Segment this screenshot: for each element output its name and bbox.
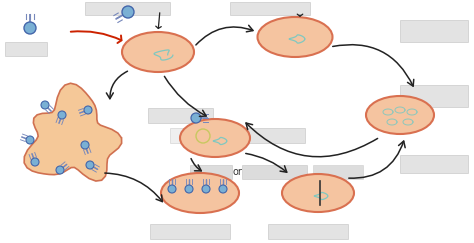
FancyBboxPatch shape [150, 224, 230, 239]
FancyBboxPatch shape [313, 165, 363, 179]
Circle shape [58, 111, 66, 119]
Circle shape [219, 185, 227, 193]
Circle shape [24, 22, 36, 34]
Circle shape [31, 158, 39, 166]
FancyBboxPatch shape [190, 165, 232, 179]
Circle shape [202, 185, 210, 193]
Ellipse shape [180, 119, 250, 157]
FancyBboxPatch shape [170, 128, 235, 143]
Circle shape [41, 101, 49, 109]
FancyBboxPatch shape [242, 165, 307, 179]
Polygon shape [24, 83, 122, 181]
FancyBboxPatch shape [400, 155, 468, 173]
Ellipse shape [161, 173, 239, 213]
Circle shape [86, 161, 94, 169]
Circle shape [185, 185, 193, 193]
Circle shape [122, 6, 134, 18]
FancyBboxPatch shape [240, 128, 305, 143]
FancyBboxPatch shape [85, 2, 170, 15]
Circle shape [84, 106, 92, 114]
Circle shape [191, 113, 201, 123]
Text: or: or [232, 167, 242, 177]
Ellipse shape [257, 17, 332, 57]
Ellipse shape [366, 96, 434, 134]
Circle shape [56, 166, 64, 174]
FancyBboxPatch shape [230, 2, 310, 15]
FancyBboxPatch shape [268, 224, 348, 239]
Ellipse shape [122, 32, 194, 72]
FancyBboxPatch shape [400, 20, 468, 42]
Circle shape [26, 136, 34, 144]
Ellipse shape [282, 174, 354, 212]
Circle shape [168, 185, 176, 193]
FancyBboxPatch shape [148, 108, 213, 123]
Circle shape [81, 141, 89, 149]
FancyBboxPatch shape [5, 42, 47, 56]
FancyBboxPatch shape [400, 85, 468, 107]
